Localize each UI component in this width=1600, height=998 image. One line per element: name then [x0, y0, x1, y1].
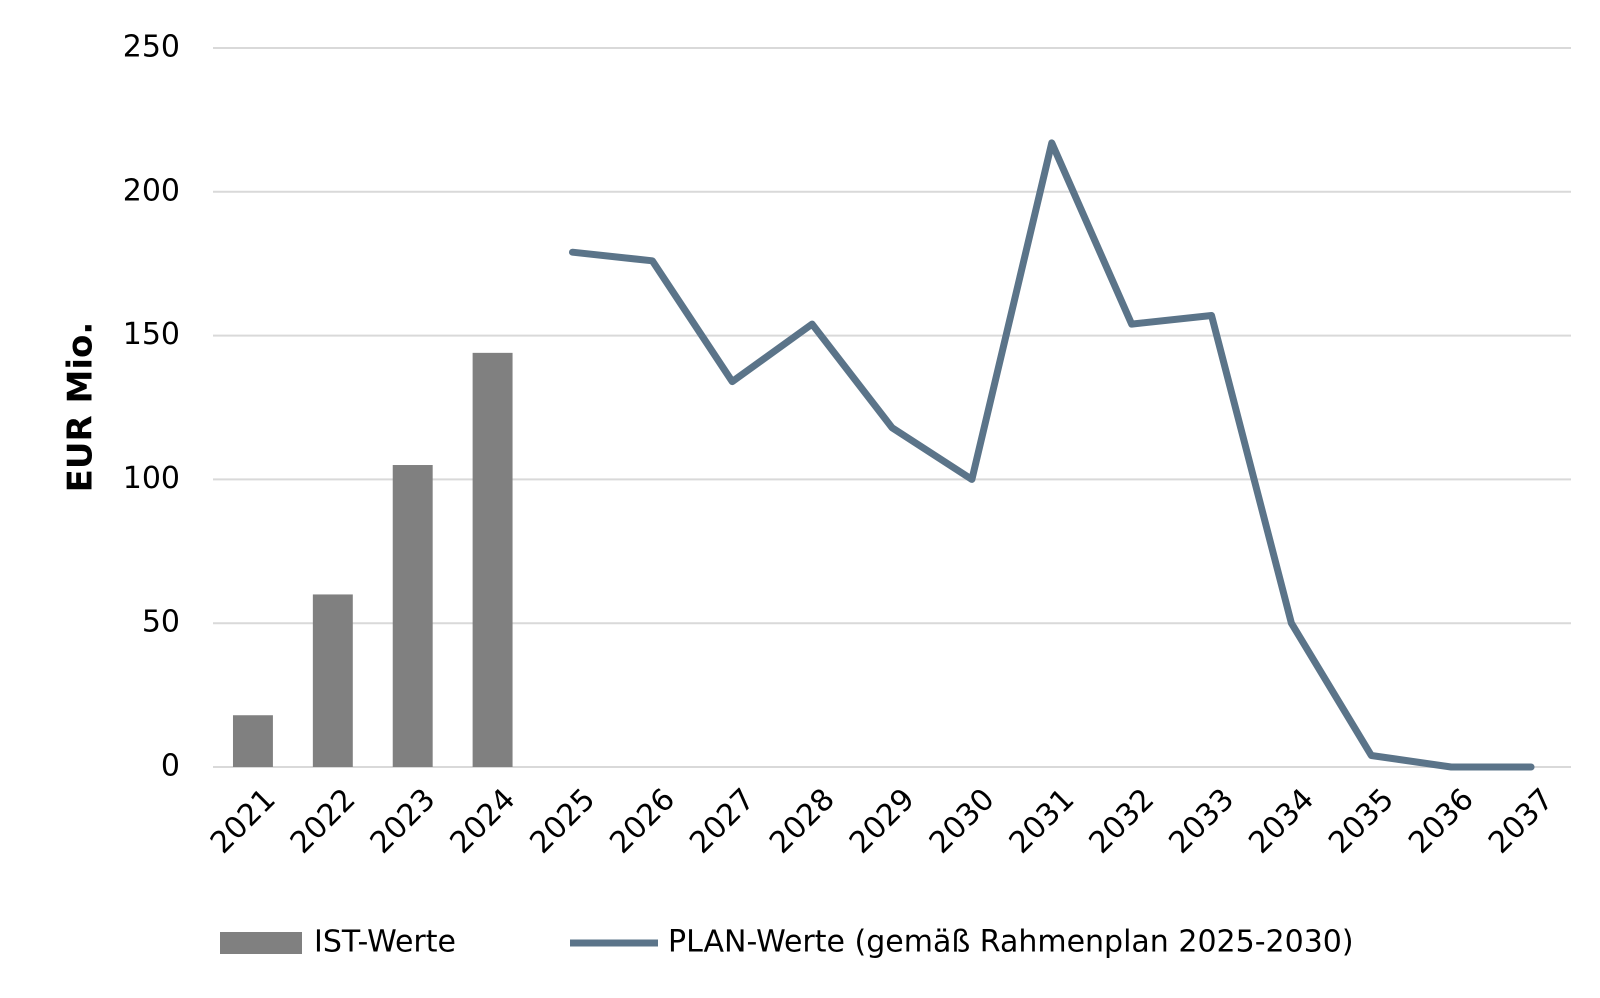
x-tick-label: 2036 [1402, 782, 1481, 861]
y-axis-title: EUR Mio. [61, 322, 101, 493]
x-tick-label: 2033 [1162, 782, 1241, 861]
y-tick-label: 50 [142, 605, 180, 640]
y-tick-label: 200 [123, 173, 180, 208]
x-tick-label: 2037 [1482, 782, 1561, 861]
x-tick-label: 2029 [843, 782, 922, 861]
bar [392, 465, 433, 767]
line [568, 139, 1535, 771]
x-tick-label: 2030 [923, 782, 1002, 861]
x-tick-label: 2025 [523, 782, 602, 861]
legend-swatch [220, 932, 302, 954]
bar [472, 352, 513, 767]
x-tick-label: 2034 [1242, 782, 1321, 861]
y-tick-label: 250 [123, 30, 180, 65]
x-tick-label: 2027 [683, 782, 762, 861]
legend-label: IST-Werte [314, 925, 456, 960]
y-tick-label: 100 [123, 461, 180, 496]
x-tick-label: 2021 [204, 782, 283, 861]
x-tick-label: 2031 [1003, 782, 1082, 861]
x-tick-label: 2023 [364, 782, 443, 861]
x-tick-label: 2035 [1322, 782, 1401, 861]
y-tick-label: 150 [123, 317, 180, 352]
bar [312, 594, 353, 767]
x-tick-label: 2026 [603, 782, 682, 861]
bar [232, 715, 273, 767]
x-tick-label: 2024 [444, 782, 523, 861]
x-tick-label: 2032 [1083, 782, 1162, 861]
y-tick-label: 0 [161, 749, 180, 784]
x-tick-label: 2028 [763, 782, 842, 861]
legend-label: PLAN-Werte (gemäß Rahmenplan 2025-2030) [668, 925, 1354, 960]
x-tick-label: 2022 [284, 782, 363, 861]
